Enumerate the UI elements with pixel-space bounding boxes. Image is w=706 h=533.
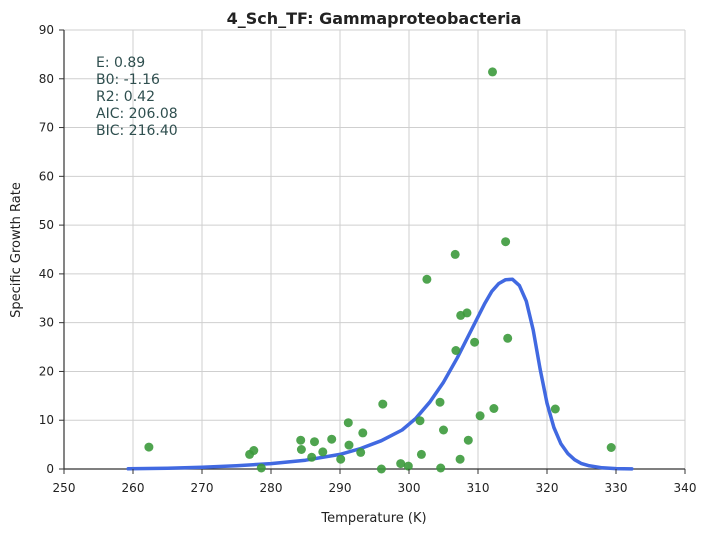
- data-point-31: [470, 337, 480, 347]
- data-point-9: [327, 434, 337, 444]
- data-point-12: [344, 440, 354, 450]
- y-tick-label-5: 50: [39, 218, 54, 232]
- x-tick-label-5: 300: [398, 481, 421, 495]
- chart-title: 4_Sch_TF: Gammaproteobacteria: [227, 9, 522, 28]
- data-point-32: [475, 411, 485, 421]
- stat-aic: AIC: 206.08: [96, 106, 178, 122]
- data-point-24: [439, 425, 448, 435]
- y-tick-label-4: 40: [39, 267, 54, 281]
- data-point-20: [416, 449, 426, 459]
- data-point-2: [249, 446, 259, 455]
- fit-curve-layer: [126, 277, 634, 471]
- data-point-25: [450, 249, 460, 259]
- data-point-14: [358, 428, 368, 438]
- data-point-23: [436, 463, 446, 473]
- data-point-18: [403, 461, 413, 471]
- data-point-17: [396, 459, 406, 469]
- x-tick-label-9: 340: [674, 481, 697, 495]
- data-point-35: [501, 237, 511, 247]
- fit-curve: [126, 277, 634, 471]
- data-point-21: [422, 274, 432, 284]
- tick-labels: 250 260 270 280 290 300 310 320 330 340 0 10 20 30 40 5…: [39, 23, 697, 495]
- data-point-13: [356, 447, 366, 457]
- data-point-30: [463, 435, 473, 445]
- stat-b0: B0: -1.16: [96, 72, 160, 88]
- y-tick-label-6: 60: [39, 169, 54, 183]
- data-point-22: [435, 397, 445, 407]
- y-tick-label-2: 20: [39, 364, 54, 378]
- y-tick-label-8: 80: [39, 72, 54, 86]
- data-point-0: [144, 442, 154, 452]
- data-point-26: [451, 346, 461, 355]
- data-point-7: [310, 437, 319, 447]
- y-tick-label-7: 70: [39, 121, 54, 135]
- x-tick-label-2: 270: [191, 481, 214, 495]
- data-point-3: [256, 463, 266, 473]
- data-point-19: [415, 416, 425, 426]
- data-point-8: [318, 447, 328, 457]
- data-point-37: [550, 404, 560, 414]
- data-point-36: [503, 333, 513, 343]
- data-point-11: [343, 418, 353, 428]
- data-point-29: [462, 308, 472, 318]
- stat-r2: R2: 0.42: [96, 89, 155, 105]
- x-tick-label-6: 310: [467, 481, 490, 495]
- data-points: [144, 67, 616, 474]
- data-point-34: [489, 404, 499, 413]
- data-point-27: [455, 454, 465, 464]
- grid: [64, 29, 686, 469]
- x-tick-label-1: 260: [122, 481, 145, 495]
- stat-e: E: 0.89: [96, 55, 145, 71]
- x-axis-label: Temperature (K): [320, 511, 426, 526]
- y-tick-label-1: 10: [39, 413, 54, 427]
- data-point-38: [606, 443, 616, 452]
- data-point-10: [336, 454, 346, 464]
- data-point-16: [378, 399, 388, 409]
- axes: [63, 30, 685, 470]
- x-tick-label-0: 250: [53, 481, 76, 495]
- x-tick-label-3: 280: [260, 481, 283, 495]
- x-tick-label-7: 320: [536, 481, 559, 495]
- y-axis-label: Specific Growth Rate: [9, 182, 24, 318]
- stat-bic: BIC: 216.40: [96, 123, 178, 139]
- y-tick-label-9: 90: [39, 23, 54, 37]
- fit-statistics: E: 0.89 B0: -1.16 R2: 0.42 AIC: 206.08 B…: [96, 55, 178, 139]
- data-point-6: [307, 452, 317, 462]
- data-point-4: [296, 435, 306, 445]
- y-tick-label-0: 0: [46, 462, 54, 476]
- x-tick-label-8: 330: [605, 481, 628, 495]
- data-point-15: [376, 464, 386, 474]
- data-point-5: [296, 445, 306, 454]
- data-point-33: [488, 67, 497, 77]
- y-tick-label-3: 30: [39, 316, 54, 330]
- x-tick-label-4: 290: [329, 481, 352, 495]
